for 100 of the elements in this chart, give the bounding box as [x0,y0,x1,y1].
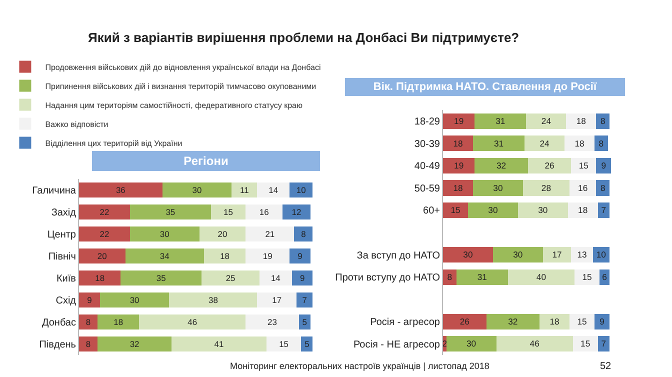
bar [79,336,98,352]
data-label: 34 [160,250,170,261]
data-label: 35 [166,206,176,217]
y-tick-label: За вступ до НАТО [356,250,440,262]
data-label: 16 [259,206,270,217]
data-label: 11 [240,184,250,195]
data-label: 8 [600,182,606,193]
data-label: 15 [582,272,592,282]
data-label: 46 [188,316,198,327]
bar [456,269,508,285]
bar [266,336,302,352]
bar [443,269,456,285]
bar [79,270,121,286]
data-label: 8 [86,338,91,349]
data-label: 9 [87,294,92,305]
bar [246,226,294,242]
bar [472,180,523,196]
y-tick-label: Росія - агресор [370,317,440,328]
data-label: 30 [130,294,140,305]
bar [259,270,292,286]
y-tick-label: 50-59 [414,183,440,194]
data-label: 6 [602,272,608,282]
data-label: 15 [577,316,588,326]
data-label: 7 [302,294,308,305]
bar [232,182,258,198]
bar [566,113,596,129]
text: Моніторинг електоральних настроїв українців | листопад 2018 [230,361,490,371]
data-label: 23 [268,316,278,327]
bar [79,204,130,220]
bar [79,226,130,242]
data-label: 18 [574,138,585,148]
data-label: 31 [477,272,488,282]
bar [572,336,598,352]
bar [571,158,596,174]
data-label: 8 [301,228,306,239]
y-tick-label: Схід [56,296,76,306]
data-label: 24 [540,138,550,148]
data-label: 9 [601,160,606,171]
bar [210,204,246,220]
bar [492,246,543,263]
legend-label: Відділення цих територій від України [45,138,182,148]
data-label: 41 [214,338,224,349]
bar [508,269,575,285]
bar [564,136,594,152]
chart-title: Який з варіантів вирішення проблеми на Донбасі Ви підтримуєте? [88,30,520,45]
data-label: 26 [544,160,555,171]
bar [443,158,475,174]
data-label: 7 [601,205,606,216]
y-tick-label: Захід [51,208,76,218]
text: 52 [600,361,612,372]
data-label: 10 [296,184,306,195]
bar [296,292,313,308]
bar [596,180,610,196]
bar [290,248,310,264]
y-tick-label: 18-29 [414,116,440,128]
bar [598,202,610,218]
y-tick-label: Північ [48,252,76,262]
bar [594,136,608,152]
bar [79,182,162,198]
bar [79,314,98,330]
bar [98,314,140,330]
data-label: 18 [220,250,230,261]
data-label: 5 [304,338,310,349]
bar [528,158,572,174]
data-label: 18 [95,272,105,283]
bar [594,314,610,330]
data-label: 30 [513,250,523,260]
bar [443,136,473,152]
bar [526,113,566,129]
data-label: 18 [578,205,588,216]
bar [524,136,565,152]
data-label: 9 [298,250,303,261]
chart-title: Вік. Підтримка НАТО. Ставлення до Росії [345,78,625,96]
data-label: 30 [538,205,548,216]
bar [79,292,100,308]
bar [204,248,246,264]
data-label: 13 [577,250,588,260]
bar [571,246,593,263]
data-label: 31 [494,138,504,148]
data-label: 14 [270,272,281,283]
data-label: 18 [114,316,124,327]
bar [496,336,573,352]
bar [570,314,594,330]
data-label: 40 [536,272,546,282]
data-label: 22 [100,228,110,239]
y-tick-label: Галичина [32,186,76,196]
data-label: 32 [130,338,140,349]
data-label: 26 [460,316,470,326]
data-label: 9 [300,272,305,283]
data-label: 15 [450,205,460,216]
bar [282,204,310,220]
bar [257,292,296,308]
data-label: 8 [598,138,604,148]
legend-label: Продовження військових дій до відновлення української влади на Донбасі [45,62,321,72]
data-label: 17 [552,250,562,260]
y-tick-label: Центр [47,230,76,240]
bar [596,158,612,174]
bar [292,270,313,286]
y-tick-label: Росія - НЕ агресор [353,339,440,350]
data-label: 19 [262,250,273,261]
